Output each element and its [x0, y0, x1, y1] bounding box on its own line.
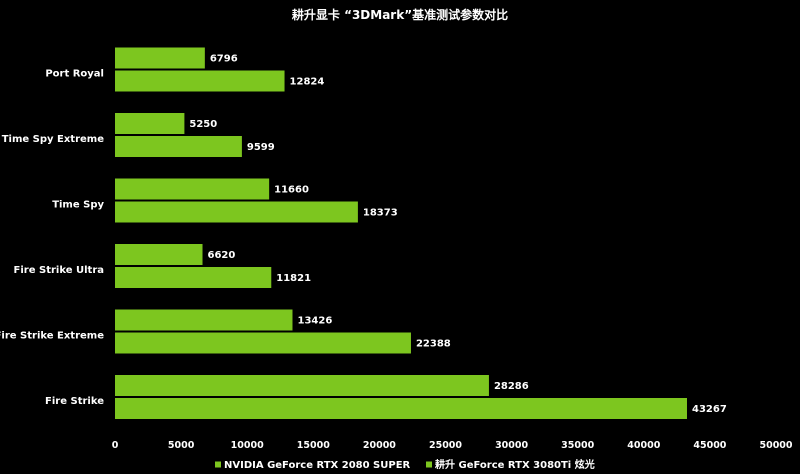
category-label: Fire Strike: [45, 396, 104, 407]
bar-series-2: [115, 136, 242, 157]
data-label: 43267: [692, 404, 727, 415]
x-tick-label: 50000: [759, 440, 792, 451]
legend-label: 耕升 GeForce RTX 3080Ti 炫光: [435, 458, 595, 471]
data-label: 12824: [290, 77, 325, 88]
data-label: 9599: [247, 142, 275, 153]
bar-series-2: [115, 332, 411, 354]
x-tick-label: 35000: [561, 440, 594, 451]
x-tick-label: 20000: [363, 440, 396, 451]
x-tick-label: 15000: [297, 440, 330, 451]
category-labels: Port Royal Time Spy Extreme Time Spy Fire S…: [0, 68, 104, 407]
data-labels: 6796 12824 5250 9599 11660 18373 6620 11821 1342…: [189, 54, 726, 416]
bar-series-2: [115, 70, 285, 92]
x-tick-label: 5000: [168, 440, 195, 451]
legend-swatch: [426, 461, 432, 468]
data-label: 18373: [363, 208, 398, 219]
legend-swatch: [215, 461, 221, 468]
data-label: 11660: [274, 185, 309, 196]
category-label: Fire Strike Ultra: [14, 265, 104, 276]
bars: [115, 47, 687, 419]
x-axis: 0 5000 10000 15000 20000 25000 30000 35000 40000…: [112, 440, 793, 451]
data-label: 28286: [494, 381, 529, 392]
data-label: 11821: [276, 273, 311, 284]
legend: NVIDIA GeForce RTX 2080 SUPER 耕升 GeForce …: [215, 458, 595, 471]
bar-series-1: [115, 244, 203, 265]
x-tick-label: 25000: [429, 440, 462, 451]
bar-series-1: [115, 47, 205, 69]
bar-series-2: [115, 398, 687, 419]
x-tick-label: 30000: [495, 440, 528, 451]
category-label: Time Spy Extreme: [2, 134, 104, 145]
bar-series-1: [115, 309, 293, 331]
x-tick-label: 0: [112, 440, 119, 451]
category-label: Time Spy: [52, 199, 104, 210]
bar-series-1: [115, 375, 489, 396]
data-label: 5250: [189, 119, 217, 130]
data-label: 22388: [416, 339, 451, 350]
bar-series-1: [115, 178, 270, 200]
x-tick-label: 10000: [231, 440, 264, 451]
x-tick-label: 45000: [693, 440, 726, 451]
x-tick-label: 40000: [627, 440, 660, 451]
bar-series-1: [115, 113, 185, 134]
chart-title: 耕升显卡 “3DMark”基准测试参数对比: [292, 7, 508, 22]
data-label: 6796: [210, 54, 238, 65]
category-label: Fire Strike Extreme: [0, 330, 104, 341]
bar-series-2: [115, 201, 358, 223]
category-label: Port Royal: [45, 68, 104, 79]
legend-label: NVIDIA GeForce RTX 2080 SUPER: [224, 460, 411, 471]
data-label: 13426: [297, 316, 332, 327]
bar-series-2: [115, 267, 272, 288]
data-label: 6620: [208, 250, 236, 261]
